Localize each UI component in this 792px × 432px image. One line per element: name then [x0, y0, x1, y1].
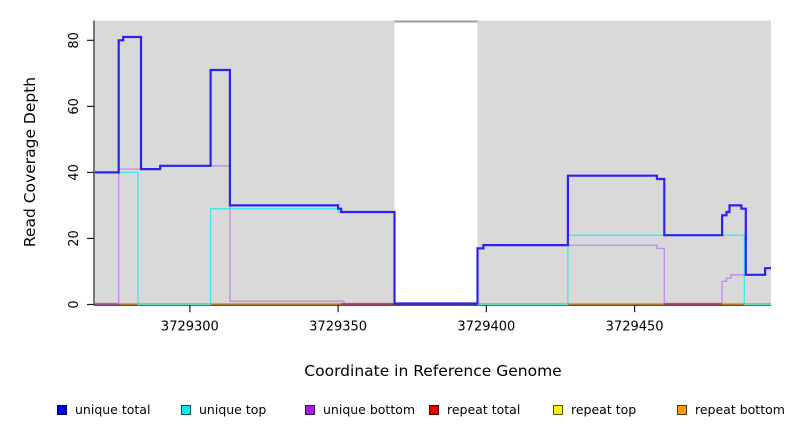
legend-label: repeat bottom — [695, 402, 785, 417]
legend-label: unique bottom — [323, 402, 416, 417]
x-tick-label: 3729350 — [309, 320, 367, 335]
y-tick-label: 0 — [67, 300, 82, 308]
y-tick-label: 60 — [67, 98, 82, 115]
legend-label: unique top — [199, 402, 267, 417]
legend: unique total unique top unique bottom repea… — [0, 401, 792, 421]
legend-swatch-icon — [553, 404, 563, 415]
legend-swatch-icon — [181, 404, 191, 415]
legend-swatch-icon — [305, 404, 315, 415]
x-tick-label: 3729400 — [457, 320, 515, 335]
x-tick-label: 3729300 — [161, 320, 219, 335]
series-unique-total — [95, 35, 771, 305]
y-tick-label: 40 — [67, 164, 82, 181]
legend-swatch-icon — [677, 404, 687, 415]
legend-swatch-icon — [57, 404, 67, 415]
y-tick-label: 80 — [67, 32, 82, 49]
x-tick-label: 3729450 — [606, 320, 664, 335]
x-axis-title: Coordinate in Reference Genome — [304, 362, 562, 380]
legend-label: repeat top — [571, 402, 637, 417]
y-axis-title: Read Coverage Depth — [21, 76, 39, 248]
y-tick-label: 20 — [67, 230, 82, 247]
legend-label: unique total — [75, 402, 151, 417]
legend-label: repeat total — [447, 402, 521, 417]
legend-swatch-icon — [429, 404, 439, 415]
gap-region — [394, 20, 478, 305]
